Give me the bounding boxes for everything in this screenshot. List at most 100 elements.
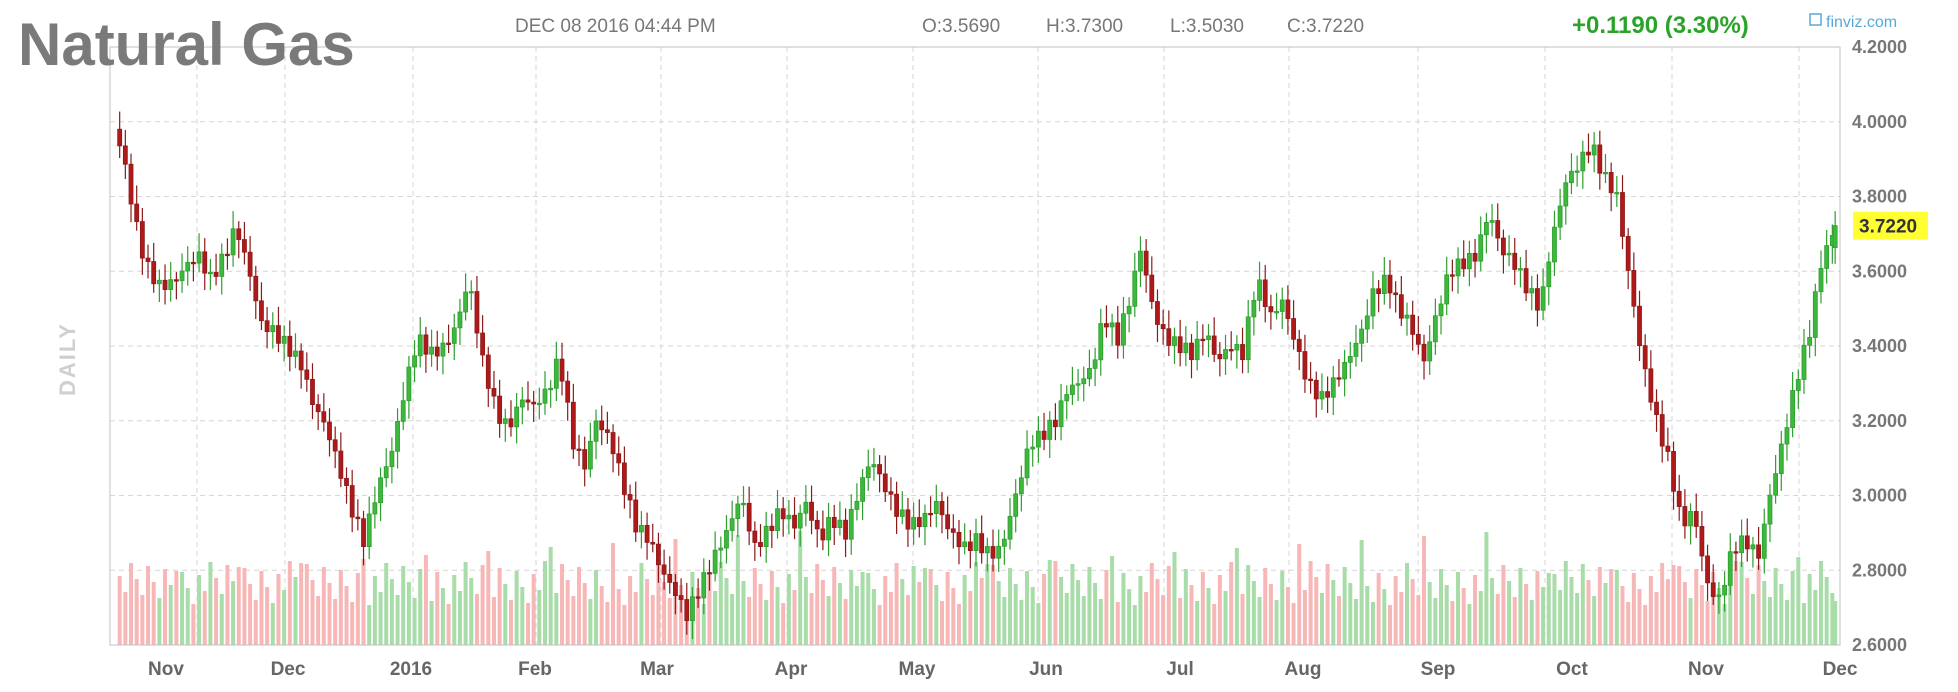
candle-body <box>1580 151 1586 172</box>
candle-body <box>1756 544 1762 559</box>
candle-body <box>865 466 871 479</box>
candle-body <box>570 401 576 450</box>
candle-body <box>321 411 327 423</box>
volume-bar <box>446 604 451 645</box>
volume-bar <box>605 602 610 645</box>
candle-body <box>457 311 463 329</box>
volume-bar <box>1580 564 1585 645</box>
volume-bar <box>231 581 236 645</box>
volume-bar <box>667 598 672 645</box>
candle-body <box>1648 368 1654 403</box>
candle-body <box>412 355 417 368</box>
volume-bar <box>1767 597 1772 645</box>
volume-bar <box>1603 583 1608 645</box>
x-axis: Nov Dec 2016 Feb Mar Apr May Jun Jul Aug Sep Oct Nov… <box>148 659 1858 680</box>
volume-bar <box>554 593 559 645</box>
candle-body <box>1041 430 1047 440</box>
volume-bar <box>1053 561 1058 645</box>
volume-bar <box>1314 577 1319 645</box>
volume-bar <box>1002 597 1007 645</box>
candle-body <box>1075 383 1081 386</box>
candle-body <box>451 327 457 344</box>
candle-body <box>1070 384 1075 395</box>
volume-bar <box>747 597 752 645</box>
candle-body <box>1540 286 1546 311</box>
candle-body <box>1557 205 1563 228</box>
candle-body <box>196 251 202 264</box>
candle-body <box>712 549 718 574</box>
volume-bar <box>565 580 570 645</box>
volume-bar <box>611 543 616 645</box>
candle-body <box>190 261 196 265</box>
x-tick-label: 2016 <box>390 659 432 680</box>
brand-label: finviz.com <box>1826 14 1897 31</box>
last-price-label: 3.7220 <box>1859 217 1917 238</box>
candle-body <box>1336 377 1342 380</box>
volume-bar <box>389 579 394 645</box>
candle-body <box>928 512 934 516</box>
volume-bar <box>707 575 712 645</box>
volume-bar <box>803 577 808 645</box>
candle-body <box>792 514 797 529</box>
candle-body <box>400 400 406 422</box>
candle-body <box>1393 292 1399 296</box>
volume-bar <box>316 596 321 645</box>
volume-bar <box>327 583 332 645</box>
volume-bar <box>367 605 372 645</box>
volume-bar <box>1467 604 1472 645</box>
candle-body <box>128 163 134 205</box>
candle-body <box>644 524 650 543</box>
candle-body <box>417 334 423 357</box>
volume-bar <box>1223 591 1228 645</box>
low-value: L:3.5030 <box>1170 16 1244 37</box>
y-tick-label: 4.0000 <box>1852 112 1907 132</box>
volume-bar <box>792 590 797 645</box>
chart-title: Natural Gas <box>18 11 355 78</box>
candle-body <box>984 546 990 554</box>
volume-bar <box>996 581 1001 645</box>
volume-bar <box>594 570 599 645</box>
volume-bar <box>1331 580 1336 645</box>
candle-body <box>656 543 661 566</box>
volume-bar <box>1490 578 1495 645</box>
candle-body <box>1047 419 1053 440</box>
candle-body <box>599 420 605 431</box>
candle-body <box>933 501 939 515</box>
candle-body <box>1614 192 1620 195</box>
volume-bar <box>645 579 650 645</box>
volume-bar <box>1478 591 1483 645</box>
volume-bar <box>486 551 491 645</box>
open-value: O:3.5690 <box>922 16 1000 37</box>
y-axis: 4.2000 4.0000 3.8000 3.6000 3.4000 3.2000 3.00… <box>1852 37 1907 655</box>
volume-bar <box>837 583 842 645</box>
volume-bar <box>1801 603 1806 645</box>
candle-body <box>531 401 537 405</box>
candle-body <box>1058 400 1064 428</box>
candle-body <box>1121 313 1126 346</box>
volume-bar <box>202 591 207 645</box>
candle-body <box>1398 294 1404 319</box>
candle-body <box>1104 323 1109 328</box>
volume-bar <box>1144 592 1149 645</box>
finviz-logo[interactable]: finviz.com <box>1809 13 1897 31</box>
candle-body <box>616 453 622 464</box>
candle-body <box>1206 335 1211 341</box>
plot-frame <box>109 46 1841 646</box>
candle-body <box>922 512 928 527</box>
volume-bar <box>1189 585 1194 645</box>
volume-bar <box>310 580 315 645</box>
volume-bar <box>180 572 185 645</box>
volume-bar <box>1444 585 1449 645</box>
candle-body <box>673 582 678 596</box>
volume-bar <box>871 589 876 645</box>
candle-body <box>1274 311 1279 314</box>
volume-bar <box>1614 570 1619 645</box>
volume-bar <box>1274 600 1279 645</box>
volume-bar <box>758 584 763 645</box>
x-tick-label: Dec <box>1823 659 1858 680</box>
candle-body <box>1722 584 1727 596</box>
candle-body <box>1172 336 1177 346</box>
candle-body <box>145 257 151 262</box>
volume-bar <box>1699 585 1704 645</box>
volume-bar <box>1234 548 1239 645</box>
